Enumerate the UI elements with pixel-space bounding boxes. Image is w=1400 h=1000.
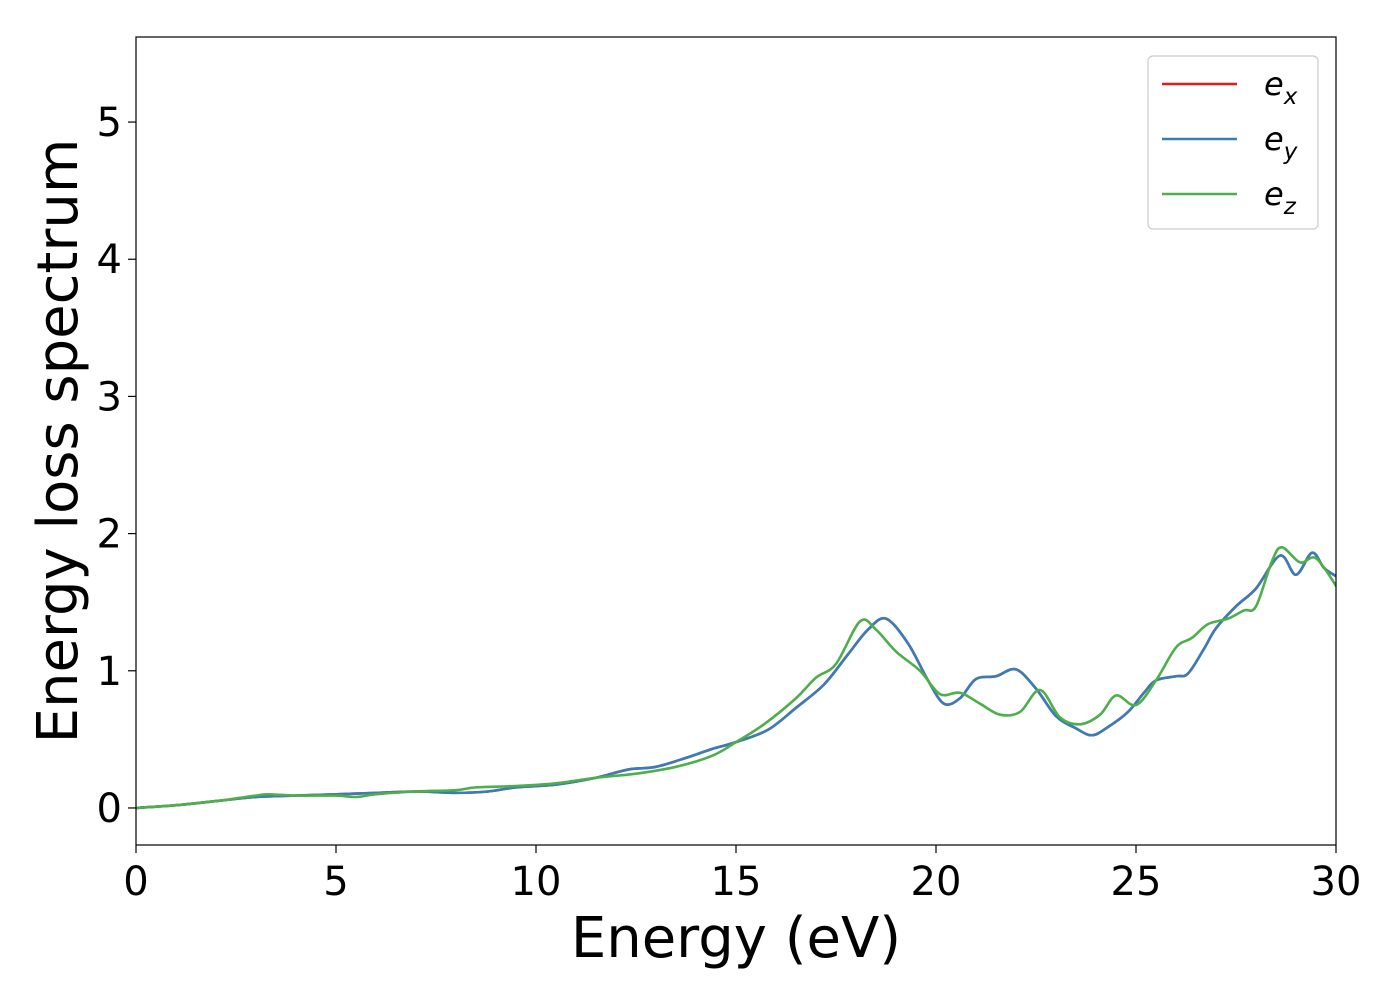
series-line-ey	[136, 551, 1336, 810]
legend-label-ey: ey	[1264, 120, 1298, 165]
legend-frame	[1147, 55, 1319, 230]
series-layer	[136, 546, 1336, 810]
x-tick-label: 20	[911, 859, 962, 905]
legend: ex ey ez	[1147, 55, 1319, 230]
x-tick-label: 25	[1111, 859, 1162, 905]
y-tick-label: 3	[97, 374, 122, 420]
y-tick-label: 5	[97, 100, 122, 146]
x-tick-label: 30	[1311, 859, 1362, 905]
y-tick-label: 1	[97, 649, 122, 695]
x-tick-label: 0	[123, 859, 148, 905]
x-tick-label: 10	[511, 859, 562, 905]
legend-label-ex: ex	[1264, 65, 1298, 110]
x-tick-label: 15	[711, 859, 762, 905]
y-tick-label: 4	[97, 237, 122, 283]
series-line-ez	[136, 546, 1336, 810]
y-axis-title: Energy loss spectrum	[26, 139, 91, 744]
x-axis-ticks: 0 5 10 15 20 25 30	[123, 845, 1361, 905]
y-axis-ticks: 0 1 2 3 4 5	[97, 100, 136, 832]
y-tick-label: 0	[97, 786, 122, 832]
legend-entries: ex ey ez	[1162, 65, 1298, 220]
y-tick-label: 2	[97, 512, 122, 558]
x-tick-label: 5	[323, 859, 348, 905]
x-axis-title: Energy (eV)	[571, 906, 901, 971]
legend-label-ez: ez	[1264, 175, 1297, 220]
